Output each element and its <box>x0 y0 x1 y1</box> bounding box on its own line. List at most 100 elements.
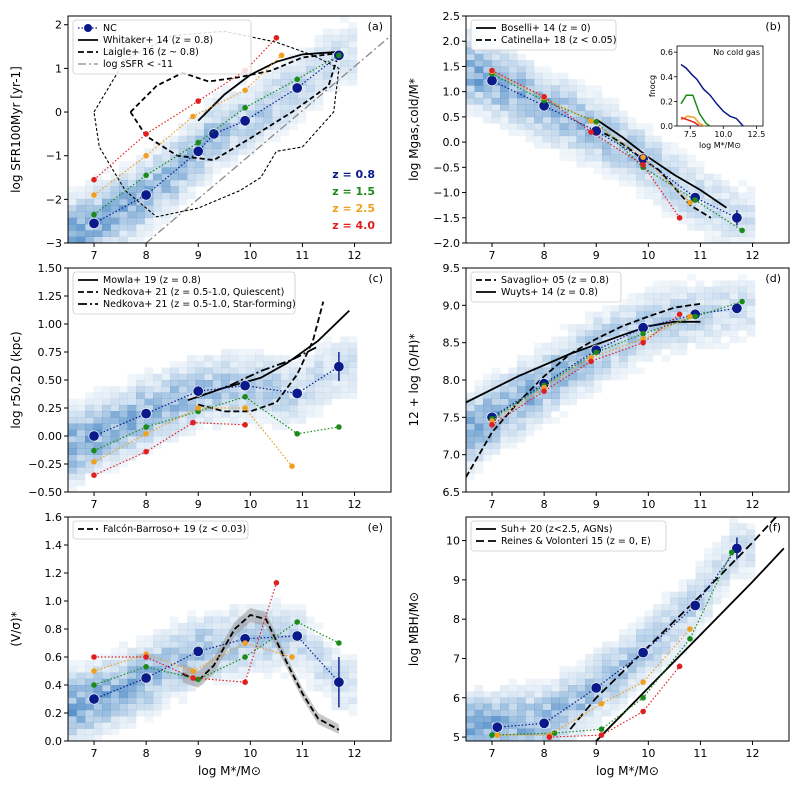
hist-cell <box>170 685 179 692</box>
hist-cell <box>340 361 349 368</box>
hist-cell <box>729 192 739 200</box>
hist-cell <box>263 417 273 424</box>
hist-cell <box>178 423 188 431</box>
series-line-z15 <box>93 396 339 452</box>
hist-cell <box>263 647 273 655</box>
hist-cell <box>678 585 688 592</box>
hist-cell <box>695 629 705 636</box>
hist-cell <box>170 142 179 149</box>
hist-cell <box>161 367 171 375</box>
hist-cell <box>323 361 332 368</box>
hist-cell <box>678 205 688 212</box>
hist-cell <box>491 60 501 67</box>
hist-cell <box>289 91 298 99</box>
hist-cell <box>255 635 264 642</box>
hist-cell <box>229 386 239 393</box>
hist-cell <box>221 116 230 124</box>
hist-cell <box>161 660 171 667</box>
hist-cell <box>568 116 577 124</box>
hist-cell <box>517 392 526 399</box>
hist-cell <box>687 173 696 181</box>
hist-cell <box>534 716 543 723</box>
hist-cell <box>678 280 688 287</box>
hist-cell <box>517 116 526 124</box>
hist-cell <box>314 361 324 368</box>
hist-cell <box>653 666 662 673</box>
hist-cell <box>178 135 188 143</box>
y-axis-label: log MBH/M⊙ <box>407 592 421 666</box>
y-tick-label: 9 <box>453 574 460 587</box>
hist-cell <box>187 192 196 200</box>
hist-cell <box>280 380 290 387</box>
hist-cell <box>568 129 577 137</box>
hist-cell <box>348 41 358 48</box>
legend-entry: Savaglio+ 05 (z = 0.8) <box>501 275 609 286</box>
hist-cell <box>187 685 196 692</box>
hist-cell <box>746 280 756 287</box>
reines-volonteri-line <box>569 517 777 730</box>
y-tick-label: 2 <box>55 19 62 32</box>
x-tick-label: 8 <box>541 249 548 262</box>
hist-cell <box>272 373 281 381</box>
hist-cell <box>474 442 484 449</box>
hist-cell <box>466 85 475 92</box>
hist-cell <box>314 398 324 406</box>
hist-cell <box>585 148 594 156</box>
hist-cell <box>153 697 162 704</box>
hist-cell <box>144 647 154 655</box>
hist-cell <box>517 411 526 418</box>
hist-cell <box>466 709 475 717</box>
hist-cell <box>483 373 492 381</box>
hist-cell <box>212 392 222 399</box>
hist-cell <box>704 173 713 181</box>
point-z08 <box>192 645 204 657</box>
hist-cell <box>491 85 501 92</box>
hist-cell <box>263 85 273 92</box>
hist-cell <box>323 691 332 698</box>
hist-cell <box>127 236 137 243</box>
hist-cell <box>331 28 341 36</box>
hist-cell <box>204 411 213 418</box>
hist-cell <box>297 398 307 406</box>
hist-cell <box>593 161 603 168</box>
hist-cell <box>68 186 77 193</box>
hist-cell <box>627 330 637 337</box>
hist-cell <box>221 622 230 630</box>
hist-cell <box>474 104 484 111</box>
hist-cell <box>76 429 86 437</box>
hist-cell <box>204 610 213 617</box>
hist-cell <box>289 97 298 105</box>
hist-cell <box>76 716 86 723</box>
hist-cell <box>474 467 484 474</box>
hist-cell <box>636 367 645 375</box>
hist-cell <box>483 66 492 74</box>
hist-cell <box>627 635 637 642</box>
hist-cell <box>687 154 696 162</box>
panel-letter: (e) <box>368 521 383 534</box>
hist-cell <box>678 167 688 174</box>
hist-cell <box>670 629 679 636</box>
hist-cell <box>585 709 594 717</box>
hist-cell <box>263 404 273 412</box>
hist-cell <box>508 716 518 723</box>
hist-cell <box>136 186 145 193</box>
hist-cell <box>297 380 307 387</box>
hist-cell <box>68 429 77 437</box>
y-tick-label: −1.5 <box>433 212 460 225</box>
hist-cell <box>551 722 560 729</box>
hist-cell <box>670 622 679 630</box>
hist-cell <box>534 404 543 412</box>
hist-cell <box>661 299 671 306</box>
hist-cell <box>559 348 569 356</box>
hist-cell <box>161 167 171 174</box>
hist-cell <box>525 423 535 431</box>
hist-cell <box>127 454 137 462</box>
hist-cell <box>559 703 569 711</box>
hist-cell <box>289 361 298 368</box>
hist-cell <box>102 691 111 698</box>
hist-cell <box>466 454 475 462</box>
hist-cell <box>508 685 518 692</box>
nedkova-starforming-line <box>197 345 319 398</box>
hist-cell <box>195 653 205 661</box>
hist-cell <box>534 348 543 356</box>
